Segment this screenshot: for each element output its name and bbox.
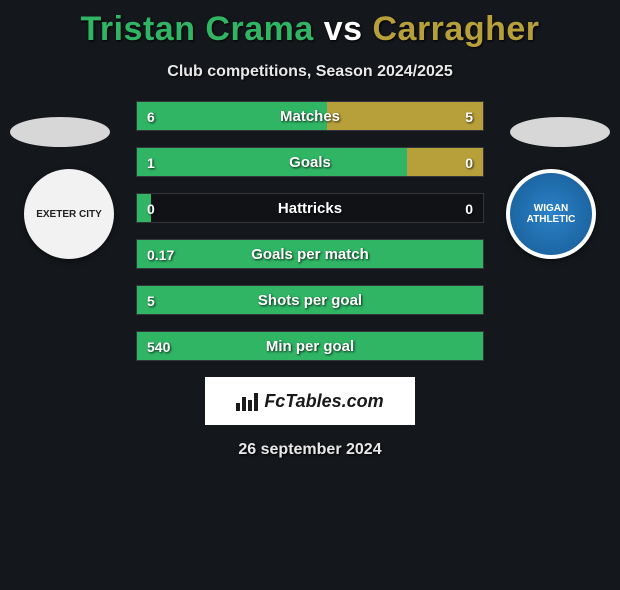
stat-label: Min per goal [137, 332, 483, 362]
stat-label: Matches [137, 102, 483, 132]
stat-row: Shots per goal5 [136, 285, 484, 315]
team-left-crest-label: EXETER CITY [36, 209, 102, 220]
team-right-crest-label: WIGAN ATHLETIC [510, 203, 592, 225]
stat-label: Goals [137, 148, 483, 178]
stat-row: Hattricks0 0 [136, 193, 484, 223]
attribution-box: FcTables.com [205, 377, 415, 425]
stat-label: Goals per match [137, 240, 483, 270]
date-text: 26 september 2024 [0, 441, 620, 459]
stat-value-right: 0 [455, 148, 483, 178]
page-title: Tristan Crama vs Carragher [0, 10, 620, 49]
stat-row: Min per goal540 [136, 331, 484, 361]
stat-label: Hattricks [137, 194, 483, 224]
vs-text: vs [324, 10, 363, 48]
stat-bars: Matches65Goals10Hattricks00Goals per mat… [136, 101, 484, 361]
player-left-name: Tristan Crama [80, 10, 313, 48]
stat-row: Matches6 5 [136, 101, 484, 131]
subtitle: Club competitions, Season 2024/2025 [0, 63, 620, 81]
stat-value-left: 6 [137, 102, 165, 132]
player-left-head-placeholder [10, 117, 110, 147]
stat-value-left: 540 [137, 332, 180, 362]
stat-value-left: 0.17 [137, 240, 184, 270]
stat-row: Goals1 0 [136, 147, 484, 177]
attribution-text: FcTables.com [264, 391, 383, 412]
chart-icon [236, 391, 258, 411]
team-left-crest: EXETER CITY [24, 169, 114, 259]
stat-value-left: 5 [137, 286, 165, 316]
team-right-crest: WIGAN ATHLETIC [506, 169, 596, 259]
stat-value-left: 1 [137, 148, 165, 178]
stat-row: Goals per match0.17 [136, 239, 484, 269]
player-right-head-placeholder [510, 117, 610, 147]
player-right-name: Carragher [372, 10, 539, 48]
stat-value-right: 5 [455, 102, 483, 132]
stat-value-left: 0 [137, 194, 165, 224]
comparison-stage: EXETER CITY WIGAN ATHLETIC Matches6 5 Goal… [0, 101, 620, 361]
stat-label: Shots per goal [137, 286, 483, 316]
stat-value-right: 0 [455, 194, 483, 224]
